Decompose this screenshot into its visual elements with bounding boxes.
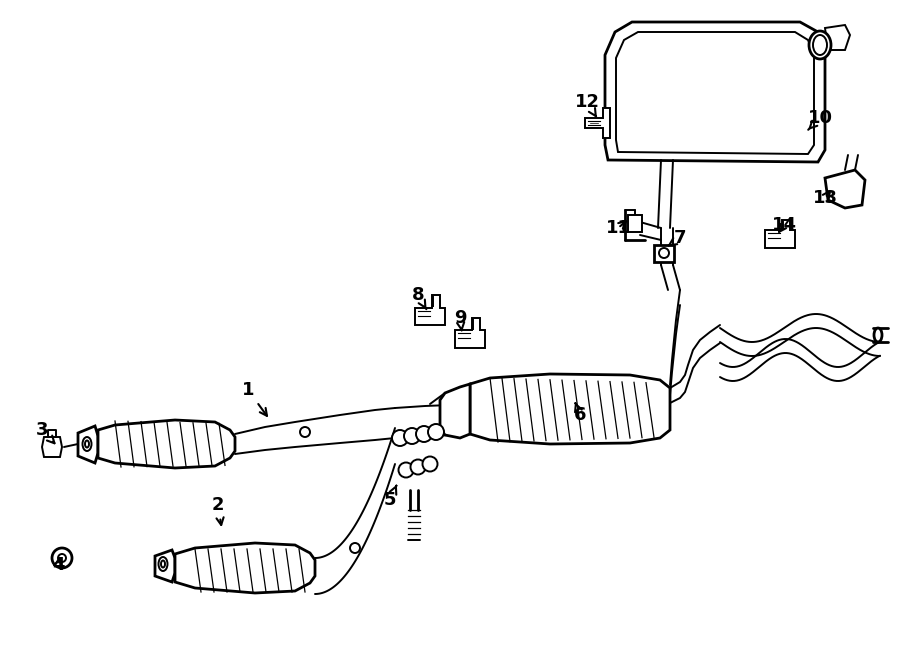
Ellipse shape	[809, 31, 831, 59]
Ellipse shape	[85, 440, 89, 447]
Ellipse shape	[428, 424, 444, 440]
Polygon shape	[42, 437, 62, 457]
Circle shape	[52, 548, 72, 568]
Polygon shape	[98, 420, 235, 468]
Polygon shape	[616, 32, 814, 154]
Ellipse shape	[416, 426, 432, 442]
Text: 8: 8	[411, 286, 427, 309]
Ellipse shape	[410, 459, 426, 475]
Text: 3: 3	[36, 421, 55, 444]
Text: 4: 4	[52, 556, 64, 574]
Text: 1: 1	[242, 381, 267, 416]
Text: 11: 11	[606, 219, 631, 237]
Text: 13: 13	[813, 189, 838, 207]
Text: 12: 12	[574, 93, 599, 116]
Polygon shape	[585, 108, 610, 138]
Text: 5: 5	[383, 486, 396, 509]
Polygon shape	[654, 245, 674, 262]
Polygon shape	[415, 295, 445, 325]
Polygon shape	[175, 543, 315, 593]
Ellipse shape	[399, 463, 413, 477]
Polygon shape	[765, 220, 795, 248]
Text: 7: 7	[669, 229, 686, 247]
Ellipse shape	[659, 248, 669, 258]
Ellipse shape	[83, 437, 92, 451]
Text: 9: 9	[454, 309, 466, 330]
Polygon shape	[440, 384, 470, 438]
Polygon shape	[605, 22, 825, 162]
Ellipse shape	[392, 430, 408, 446]
Ellipse shape	[813, 35, 827, 55]
Ellipse shape	[874, 328, 882, 342]
Text: 14: 14	[771, 216, 796, 234]
Polygon shape	[825, 25, 850, 50]
Polygon shape	[825, 170, 865, 208]
Ellipse shape	[161, 561, 165, 568]
Circle shape	[58, 554, 66, 562]
Polygon shape	[470, 374, 670, 444]
Ellipse shape	[158, 557, 167, 571]
Polygon shape	[78, 426, 98, 463]
Ellipse shape	[404, 428, 420, 444]
Polygon shape	[628, 215, 642, 232]
Text: 6: 6	[574, 403, 586, 424]
Text: 2: 2	[212, 496, 224, 525]
Circle shape	[300, 427, 310, 437]
Polygon shape	[155, 550, 175, 582]
Polygon shape	[455, 318, 485, 348]
Text: 10: 10	[807, 109, 833, 130]
Ellipse shape	[422, 457, 437, 471]
Circle shape	[350, 543, 360, 553]
